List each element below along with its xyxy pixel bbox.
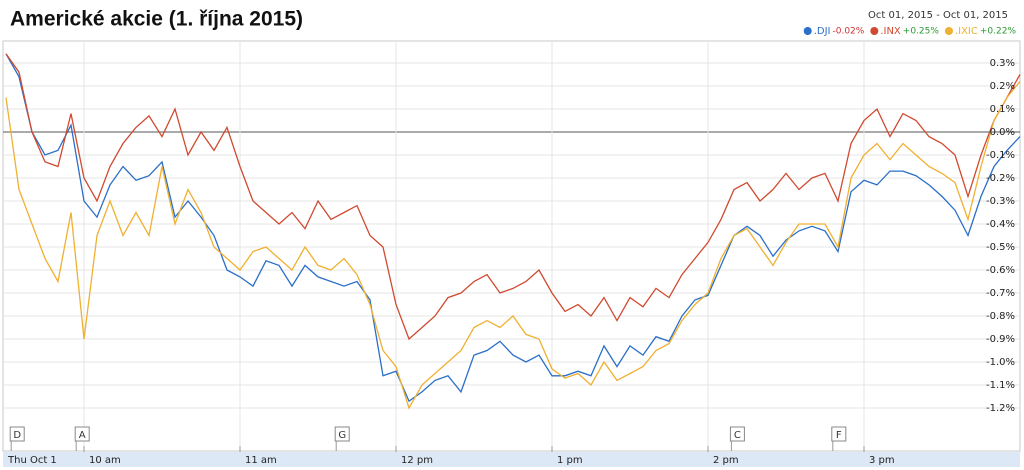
x-axis-band — [3, 452, 1020, 467]
chart-title: Americké akcie (1. října 2015) — [10, 8, 303, 31]
legend-change: +0.22% — [980, 27, 1017, 37]
flag-box — [334, 426, 350, 442]
x-tick-label: 10 am — [89, 455, 121, 466]
x-tick-label: 2 pm — [713, 455, 739, 466]
y-tick-label: 0.3% — [990, 58, 1015, 69]
y-tick-label: 0.0% — [990, 127, 1015, 138]
date-range: Oct 01, 2015 - Oct 01, 2015 — [868, 10, 1008, 21]
legend-change: +0.25% — [903, 27, 940, 37]
series-line — [5, 53, 1021, 341]
y-tick-label: -0.4% — [986, 219, 1015, 230]
legend-name: .INX — [880, 26, 901, 37]
legend-change: -0.02% — [832, 27, 864, 37]
x-tick-label: 12 pm — [401, 455, 433, 466]
legend-swatch — [803, 27, 812, 35]
x-tick-label: 1 pm — [557, 455, 583, 466]
y-tick-label: -0.5% — [986, 242, 1015, 253]
y-tick-label: -0.8% — [986, 311, 1015, 322]
x-tick-label: 3 pm — [869, 455, 895, 466]
flag-box — [831, 426, 847, 442]
y-tick-label: -1.1% — [986, 380, 1015, 391]
series-line — [5, 53, 1021, 403]
flag-box — [74, 426, 90, 442]
x-tick-label: Thu Oct 1 — [7, 455, 57, 466]
y-tick-label: -0.9% — [986, 334, 1015, 345]
y-tick-label: -0.2% — [986, 173, 1015, 184]
flag-box — [729, 426, 745, 442]
legend-swatch — [870, 27, 879, 35]
plot-frame — [2, 40, 1021, 452]
flag-label: G — [338, 430, 346, 441]
series-line — [5, 80, 1021, 410]
y-tick-label: -1.0% — [986, 357, 1015, 368]
legend: +0.22%.IXIC +0.25%.INX -0.02%.DJI — [803, 26, 1017, 37]
y-tick-label: 0.2% — [990, 81, 1015, 92]
legend-name: .IXIC — [955, 26, 978, 37]
flag-box — [9, 426, 25, 442]
flag-label: D — [13, 430, 21, 441]
x-tick-label: 11 am — [245, 455, 277, 466]
legend-swatch — [944, 27, 953, 35]
flag-label: F — [836, 430, 842, 441]
flag-label: A — [79, 430, 86, 441]
flag-label: C — [734, 430, 741, 441]
legend-name: .DJI — [814, 26, 831, 37]
y-tick-label: -0.3% — [986, 196, 1015, 207]
y-tick-label: 0.1% — [990, 104, 1015, 115]
y-tick-label: -0.7% — [986, 288, 1015, 299]
y-tick-label: -0.6% — [986, 265, 1015, 276]
y-tick-label: -1.2% — [986, 403, 1015, 414]
y-tick-label: -0.1% — [986, 150, 1015, 161]
